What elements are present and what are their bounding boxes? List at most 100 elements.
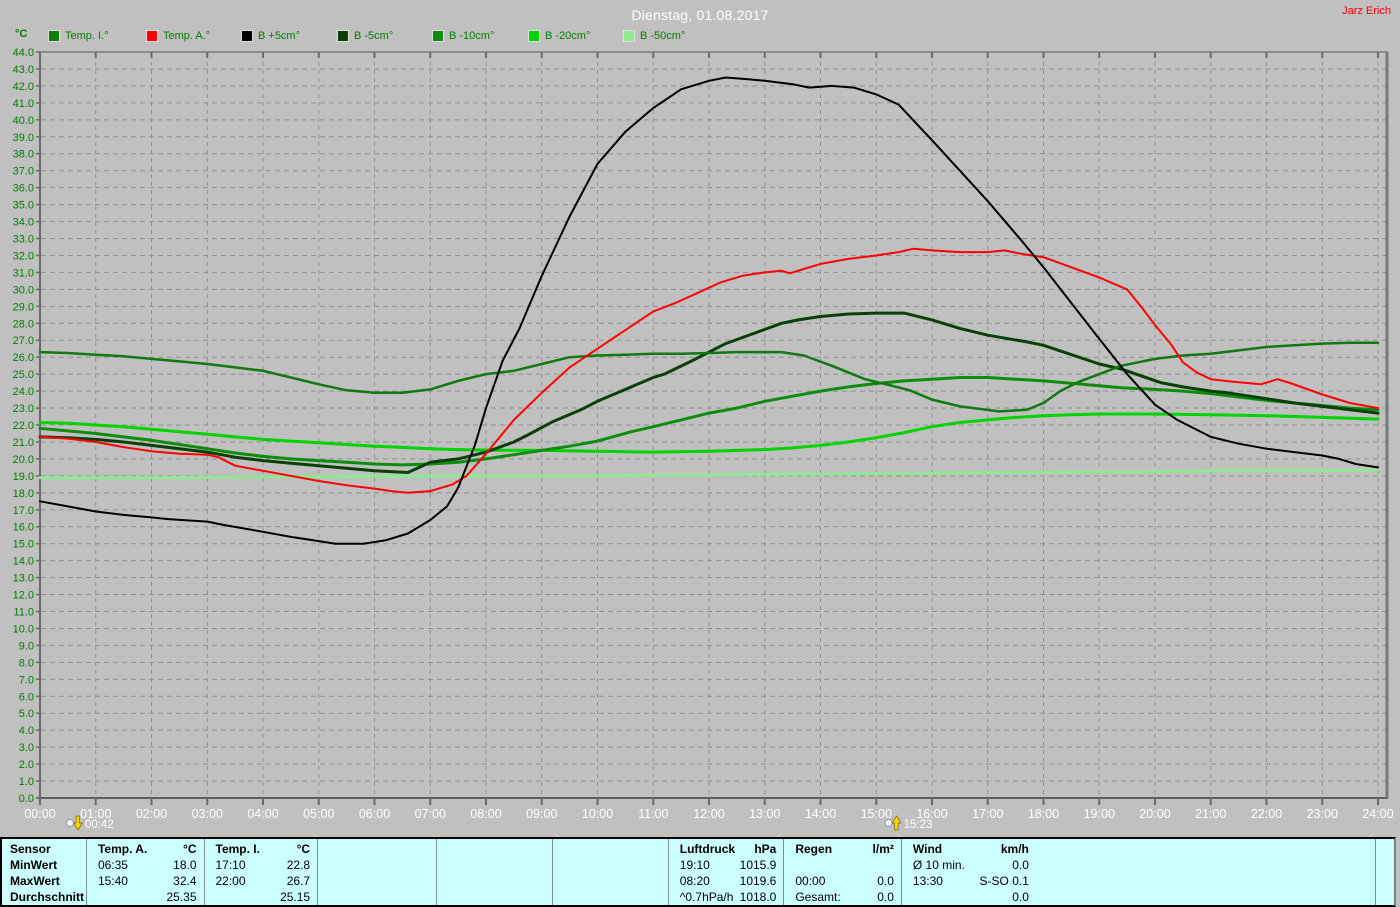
x-tick-label: 02:00	[136, 807, 167, 821]
table-column-spacer	[1376, 839, 1394, 905]
column-header-unit: l/m²	[872, 842, 894, 856]
legend-item-temp-i[interactable]: Temp. I.°	[48, 30, 109, 42]
y-tick-label: 25.0	[13, 369, 34, 381]
legend-label: B -10cm°	[449, 30, 495, 42]
y-tick-label: 33.0	[13, 234, 34, 246]
y-tick-label: 22.0	[13, 420, 34, 432]
y-tick-label: 3.0	[19, 742, 34, 754]
cell-value: 32.4	[173, 874, 197, 888]
x-tick-label: 00:00	[24, 807, 55, 821]
y-tick-label: 8.0	[19, 657, 34, 669]
cell-time: 06:35	[97, 858, 128, 872]
x-tick-label: 13:00	[749, 807, 780, 821]
stats-table: Sensor MinWert MaxWert Durchschnitt Temp. A.…	[0, 837, 1396, 907]
x-tick-label: 22:00	[1251, 807, 1282, 821]
legend-item-b-50cm[interactable]: B -50cm°	[623, 30, 685, 42]
cell-value: 0.0	[1012, 858, 1029, 872]
moon-set-icon: 00:42	[66, 815, 114, 831]
y-tick-label: 39.0	[13, 132, 34, 144]
series-line-b-5cm	[38, 311, 1380, 474]
cell-value: 0.0	[877, 890, 894, 904]
y-tick-label: 36.0	[13, 183, 34, 195]
y-tick-label: 37.0	[13, 166, 34, 178]
legend-label: B -5cm°	[354, 30, 394, 42]
y-tick-label: 14.0	[13, 556, 34, 568]
legend-item-temp-a[interactable]: Temp. A.°	[146, 30, 210, 42]
x-tick-label: 08:00	[470, 807, 501, 821]
cell-value: 0.0	[877, 874, 894, 888]
column-header-name: Wind	[912, 842, 943, 856]
cell-value: 25.35	[166, 890, 197, 904]
sun-moon-event-markers: 00:42 15:23	[66, 815, 933, 831]
x-tick-label: 04:00	[247, 807, 278, 821]
y-tick-label: 10.0	[13, 623, 34, 635]
legend-item-b-10cm[interactable]: B -10cm°	[432, 30, 495, 42]
temperature-chart: 0.0 1.0 2.0 3.0 4.0 5.0 6.0 7.0 8.0 9.0 10.0 11.0 12…	[13, 47, 1394, 831]
column-header-name: Regen	[795, 842, 833, 856]
column-header-name: Luftdruck	[679, 842, 736, 856]
column-header-name: Temp. I.	[215, 842, 260, 856]
table-column-regen: Regen l/m² 00:00 0.0 Gesamt: 0.0	[784, 839, 902, 905]
x-tick-label: 06:00	[359, 807, 390, 821]
table-column-e1	[318, 839, 437, 905]
cell-time: 19:10	[679, 858, 710, 872]
series-line-b-5cm	[39, 76, 1379, 545]
table-column-row-labels: Sensor MinWert MaxWert Durchschnitt	[2, 839, 87, 905]
chart-series-lines	[38, 76, 1380, 545]
moon-rise-icon: 15:23	[884, 815, 933, 831]
table-column-e3	[553, 839, 669, 905]
legend-item-b-5cm[interactable]: B -5cm°	[337, 30, 394, 42]
y-tick-label: 35.0	[13, 200, 34, 212]
chart-axes	[36, 51, 1389, 805]
y-tick-label: 27.0	[13, 335, 34, 347]
x-tick-label: 23:00	[1307, 807, 1338, 821]
x-tick-label: 21:00	[1195, 807, 1226, 821]
table-column-luft: Luftdruck hPa 19:10 1015.9 08:20 1019.6 ^0.7hP…	[669, 839, 785, 905]
legend-swatch-icon	[528, 30, 540, 42]
series-line-b-10cm	[38, 376, 1380, 467]
cell-time: 00:00	[795, 874, 826, 888]
cell-time: Ø 10 min.	[912, 858, 965, 872]
legend-label: B +5cm°	[258, 30, 300, 42]
y-tick-label: 6.0	[19, 691, 34, 703]
y-tick-label: 38.0	[13, 149, 34, 161]
y-tick-label: 4.0	[19, 725, 34, 737]
legend-swatch-icon	[432, 30, 444, 42]
y-tick-label: 42.0	[13, 81, 34, 93]
y-tick-label: 41.0	[13, 98, 34, 110]
series-line-b-20cm	[38, 412, 1380, 454]
cell-value: 1015.9	[739, 858, 777, 872]
y-tick-label: 15.0	[13, 539, 34, 551]
x-tick-label: 12:00	[693, 807, 724, 821]
x-tick-label: 03:00	[192, 807, 223, 821]
row-label-maxwert: MaxWert	[10, 874, 60, 888]
cell-time: 17:10	[215, 858, 246, 872]
cell-time: 13:30	[912, 874, 943, 888]
y-tick-label: 1.0	[19, 776, 34, 788]
column-header-unit: hPa	[754, 842, 777, 856]
y-tick-label: 19.0	[13, 471, 34, 483]
y-tick-label: 34.0	[13, 217, 34, 229]
cell-value: 18.0	[173, 858, 197, 872]
y-tick-label: 2.0	[19, 759, 34, 771]
row-label-durchschnitt: Durchschnitt	[10, 890, 85, 904]
legend-item-b-20cm[interactable]: B -20cm°	[528, 30, 591, 42]
y-tick-label: 30.0	[13, 284, 34, 296]
legend-label: B -20cm°	[545, 30, 591, 42]
event-time-label: 15:23	[904, 819, 933, 831]
y-tick-label: 32.0	[13, 250, 34, 262]
y-tick-label: 24.0	[13, 386, 34, 398]
y-tick-label: 0.0	[19, 793, 34, 805]
x-tick-label: 09:00	[526, 807, 557, 821]
cell-time: 15:40	[97, 874, 128, 888]
x-tick-label: 24:00	[1362, 807, 1393, 821]
table-column-tempa: Temp. A. °C 06:35 18.0 15:40 32.4 25.35	[87, 839, 205, 905]
cell-value: 25.15	[280, 890, 311, 904]
x-tick-label: 10:00	[582, 807, 613, 821]
column-header-unit: °C	[296, 842, 311, 856]
cell-value: 22.8	[286, 858, 311, 872]
page-title: Dienstag, 01.08.2017	[631, 7, 769, 23]
y-tick-label: 18.0	[13, 488, 34, 500]
series-line-temp-i	[38, 341, 1380, 413]
legend-item-b-5cm[interactable]: B +5cm°	[241, 30, 300, 42]
